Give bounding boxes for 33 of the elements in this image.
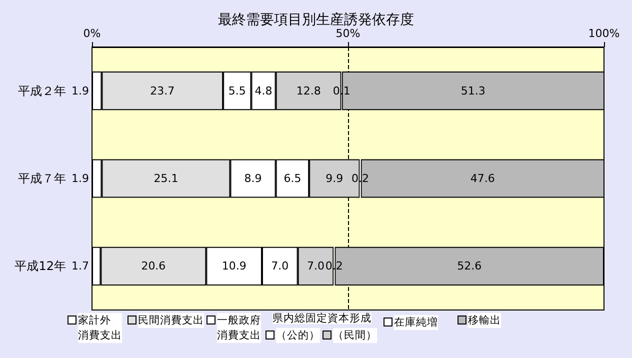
- data-label: 52.6: [457, 260, 482, 273]
- data-label: 4.8: [254, 84, 272, 98]
- legend-label: 家計外消費支出: [78, 314, 122, 342]
- data-label: 51.3: [460, 84, 486, 98]
- x-tick-label: 50%: [336, 27, 360, 40]
- data-label: 7.0: [306, 260, 324, 273]
- data-label: 5.5: [228, 84, 246, 98]
- data-label: 23.7: [150, 84, 175, 98]
- legend-label: （民間）: [333, 330, 377, 342]
- text: 県内総固定資本形成: [272, 312, 372, 324]
- data-label: 8.9: [244, 172, 262, 185]
- y-tick-label: 平成12年: [14, 259, 66, 274]
- data-label: 10.9: [222, 260, 246, 273]
- x-tick-label: 100%: [588, 27, 620, 40]
- data-label: 7.0: [271, 260, 289, 273]
- x-tick-label: 0%: [83, 27, 101, 40]
- y-tick-label: 平成７年: [18, 172, 66, 186]
- chart-title: 最終需要項目別生産誘発依存度: [218, 12, 414, 28]
- legend-label: 民間消費支出: [138, 314, 204, 326]
- data-label: 1.9: [72, 172, 89, 185]
- data-label: 6.5: [284, 172, 302, 185]
- data-label: 47.6: [470, 172, 495, 185]
- data-label: 20.6: [141, 260, 166, 273]
- legend-label: （公的）: [276, 330, 320, 342]
- data-label: 9.9: [326, 172, 344, 185]
- data-label: 12.8: [296, 84, 321, 98]
- data-label: 1.9: [72, 84, 89, 98]
- data-label: 25.1: [154, 172, 178, 185]
- legend-label: 在庫純増: [394, 316, 438, 328]
- legend-label: 一般政府消費支出: [217, 314, 261, 342]
- y-tick-label: 平成２年: [18, 84, 66, 98]
- data-label: 1.7: [72, 260, 89, 273]
- legend-label: 移輸出: [468, 314, 501, 326]
